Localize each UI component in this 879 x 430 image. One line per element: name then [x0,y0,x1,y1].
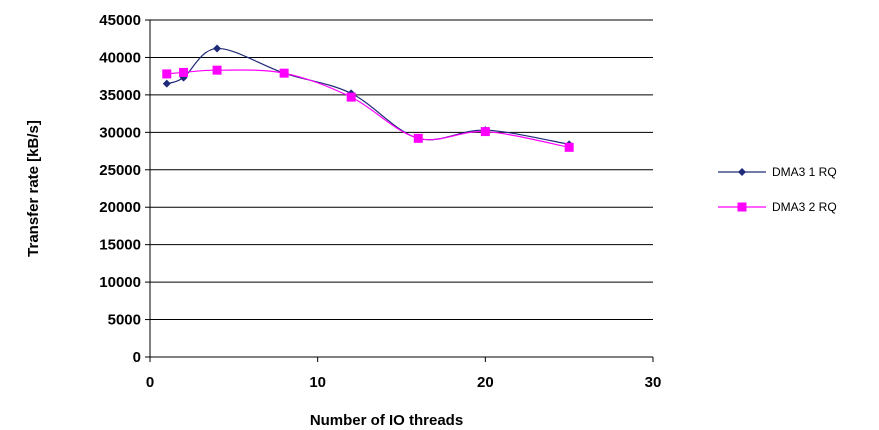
data-point [480,127,490,137]
legend: DMA3 1 RQ DMA3 2 RQ [718,165,837,214]
legend-label: DMA3 1 RQ [772,165,837,179]
x-tick-label: 0 [146,374,154,391]
data-point [279,68,289,78]
legend-item: DMA3 1 RQ [718,165,837,179]
legend-item: DMA3 2 RQ [718,200,837,214]
axes [145,19,654,362]
data-point [413,133,423,143]
legend-label: DMA3 2 RQ [772,200,837,214]
data-point [162,79,171,88]
legend-marker [737,202,747,212]
y-tick-label: 0 [133,349,141,366]
y-tick-label: 45000 [99,12,141,29]
x-tick-label: 20 [477,374,494,391]
y-tick-label: 40000 [99,49,141,66]
y-tick-label: 35000 [99,87,141,104]
y-tick-label: 10000 [99,274,141,291]
y-tick-label: 15000 [99,237,141,254]
y-tick-label: 5000 [108,312,141,329]
legend-marker [738,168,746,176]
y-axis-title: Transfer rate [kB/s] [25,120,42,257]
y-tick-label: 25000 [99,162,141,179]
series-line [166,69,570,148]
data-point [213,44,222,53]
x-tick-label: 10 [309,374,326,391]
series-2 [162,65,574,152]
gridlines [150,19,653,358]
data-point [179,67,189,77]
series-line [166,47,570,145]
data-point [162,69,172,79]
data-point [564,142,574,152]
series-lines [162,44,574,152]
data-point [346,92,356,102]
x-tick-label: 30 [645,374,662,391]
y-tick-label: 30000 [99,124,141,141]
y-tick-label: 20000 [99,199,141,216]
tick-labels: 0 5000 10000 15000 20000 25000 30000 35000 40000… [99,12,661,391]
x-axis-title: Number of IO threads [310,412,463,429]
data-point [212,65,222,75]
